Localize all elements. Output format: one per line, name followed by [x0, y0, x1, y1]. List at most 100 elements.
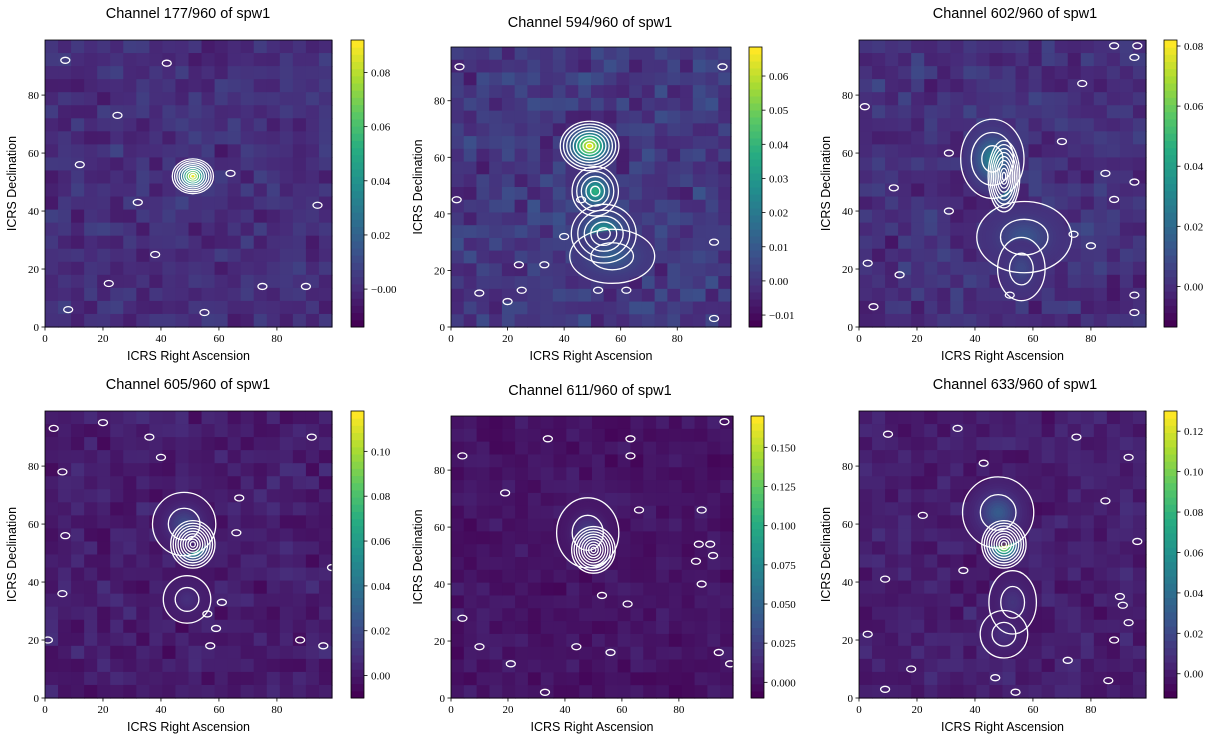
pixel: [1041, 632, 1056, 647]
pixel: [898, 424, 912, 438]
pixel: [591, 301, 605, 315]
pixel: [1028, 463, 1043, 477]
emission-level: [995, 510, 1001, 515]
pixel: [266, 144, 281, 159]
pixel: [937, 684, 951, 699]
pixel: [227, 40, 242, 54]
colorbar-segment: [1164, 432, 1177, 441]
pixel: [937, 424, 951, 438]
pixel: [1093, 66, 1108, 80]
pixel: [898, 235, 912, 250]
noise-contour: [150, 250, 161, 259]
pixel: [1080, 118, 1095, 132]
pixel: [937, 658, 951, 673]
pixel: [266, 287, 281, 302]
pixel: [1132, 92, 1147, 106]
pixel: [705, 85, 719, 99]
pixel: [279, 287, 294, 302]
pixel: [885, 222, 899, 237]
colorbar-segment: [351, 118, 364, 127]
pixel: [253, 144, 268, 159]
colorbar-segment: [351, 197, 364, 206]
pixel: [45, 235, 59, 250]
pixel: [1106, 515, 1121, 530]
pixel: [489, 174, 503, 188]
pixel: [1080, 645, 1095, 660]
pixel: [1041, 53, 1056, 67]
colorbar-segment: [749, 54, 762, 62]
pixel: [872, 502, 886, 516]
pixel: [162, 144, 177, 159]
pixel: [1119, 313, 1134, 328]
pixel: [1119, 567, 1134, 582]
pixel: [110, 222, 124, 237]
pixel: [859, 222, 873, 237]
pixel: [872, 450, 886, 464]
pixel: [214, 261, 229, 276]
pixel: [937, 593, 951, 608]
pixel: [162, 261, 177, 276]
pixel: [578, 47, 592, 61]
pixel: [527, 123, 541, 137]
pixel: [1106, 411, 1121, 425]
pixel: [898, 645, 912, 660]
pixel: [898, 105, 912, 119]
pixel: [1119, 157, 1134, 172]
pixel: [937, 606, 951, 621]
contour-line: [173, 160, 212, 193]
pixel: [451, 72, 465, 86]
pixel: [872, 105, 886, 119]
pixel: [578, 288, 592, 303]
pixel: [692, 314, 707, 328]
pixel: [1067, 632, 1082, 647]
noise-contour: [451, 196, 462, 204]
pixel: [501, 97, 516, 112]
pixel: [924, 645, 938, 660]
pixel: [97, 287, 111, 302]
pixel: [1002, 437, 1017, 451]
pixel: [885, 502, 899, 516]
pixel: [692, 110, 707, 124]
y-tick-label: 80: [842, 461, 854, 473]
pixel: [463, 314, 478, 328]
pixel: [58, 196, 72, 211]
pixel: [1080, 53, 1095, 67]
pixel: [266, 40, 281, 54]
pixel: [489, 212, 503, 226]
pixel: [451, 301, 465, 315]
pixel: [188, 287, 203, 302]
pixel: [123, 144, 137, 159]
pixel: [1067, 261, 1082, 276]
pixel: [641, 148, 656, 163]
contour-line: [185, 169, 201, 183]
pixel: [97, 79, 111, 93]
pixel: [201, 209, 216, 224]
pixel: [565, 276, 579, 290]
pixel: [1093, 313, 1108, 328]
pixel: [1132, 105, 1147, 119]
pixel: [476, 85, 490, 99]
pixel: [214, 170, 229, 185]
pixel: [885, 40, 899, 54]
pixel: [885, 515, 899, 530]
pixel: [1119, 235, 1134, 250]
pixel: [885, 580, 899, 595]
pixel: [227, 287, 242, 302]
pixel: [937, 515, 951, 530]
pixel: [540, 136, 554, 150]
pixel: [214, 92, 229, 106]
pixel: [718, 161, 732, 175]
pixel: [1054, 183, 1069, 198]
pixel: [989, 92, 1004, 106]
pixel: [1119, 274, 1134, 289]
pixel: [1119, 619, 1134, 634]
pixel: [898, 411, 912, 425]
pixel: [214, 274, 229, 289]
pixel: [149, 170, 164, 185]
pixel: [1028, 144, 1043, 159]
pixel: [578, 85, 592, 99]
pixel: [318, 157, 333, 172]
pixel: [71, 105, 85, 119]
pixel: [1041, 66, 1056, 80]
